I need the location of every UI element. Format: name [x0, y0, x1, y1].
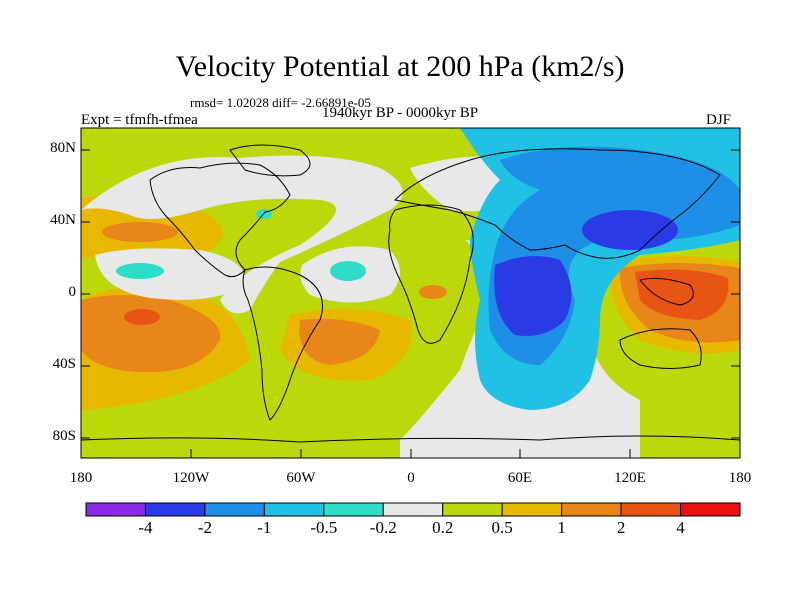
y-label-40n: 40N — [50, 212, 76, 228]
contour-fill-africa-orange — [419, 285, 447, 299]
colorbar-label-0: -4 — [138, 518, 153, 537]
coast-greenland — [229, 144, 311, 177]
y-label-40s: 40S — [52, 356, 76, 372]
coast-africa — [388, 204, 474, 344]
x-label-60w: 60W — [286, 470, 316, 486]
colorbar-swatch-7 — [501, 502, 563, 517]
colorbar-label-2: -1 — [257, 518, 272, 537]
colorbar-swatch-8 — [561, 502, 622, 517]
colorbar-swatch-9 — [620, 502, 682, 517]
coast-eurasia — [393, 148, 721, 259]
colorbar-swatch-10 — [680, 502, 741, 517]
coast-antarctica — [81, 435, 740, 443]
x-label-180w: 180 — [69, 470, 93, 486]
colorbar-swatch-1 — [144, 502, 206, 517]
colorbar — [85, 502, 741, 517]
contour-fill-grey-north-atlantic — [81, 155, 403, 314]
coastlines — [81, 144, 740, 443]
colorbar-label-5: 0.2 — [432, 518, 454, 537]
experiment-label: Expt = tfmfh-tfmea — [81, 112, 198, 128]
stats-text: rmsd= 1.02028 diff= -2.66891e-05 — [190, 95, 371, 110]
season-label: DJF — [706, 112, 732, 128]
colorbar-swatch-4 — [323, 502, 384, 517]
contour-fill-teal-atlantic — [330, 261, 366, 281]
contour-field — [81, 128, 740, 458]
coast-australia — [619, 328, 702, 369]
contour-fill-teal-ep — [116, 263, 164, 279]
plot-title: Velocity Potential at 200 hPa (km2/s) — [175, 50, 625, 83]
colorbar-label-1: -2 — [197, 518, 212, 537]
coast-north-america — [149, 162, 291, 278]
colorbar-swatch-6 — [442, 502, 503, 517]
colorbar-label-8: 2 — [616, 518, 626, 537]
colorbar-swatch-5 — [382, 502, 444, 517]
x-label-120w: 120W — [172, 470, 210, 486]
y-label-0: 0 — [68, 284, 77, 300]
y-label-80s: 80S — [52, 428, 76, 444]
contour-fill-grey-ep — [95, 248, 246, 300]
colorbar-swatch-2 — [204, 502, 265, 517]
x-ticks — [80, 449, 741, 458]
contour-fill-blue-core-io — [494, 256, 572, 336]
contour-fill-sw-pacific-orange — [81, 295, 221, 373]
contour-fill-np-orange — [102, 222, 178, 242]
contour-fill-sw-pacific-red — [124, 309, 160, 325]
colorbar-label-6: 0.5 — [491, 518, 513, 537]
contour-fill-sa-orange — [299, 318, 380, 365]
colorbar-label-4: -0.2 — [369, 518, 397, 537]
contour-fill-wp-red — [635, 269, 729, 320]
period-label: 1940kyr BP - 0000kyr BP — [322, 105, 479, 121]
x-label-0: 0 — [407, 470, 415, 486]
y-ticks — [81, 149, 740, 439]
contour-fill-blue-core-ne — [582, 210, 678, 250]
x-label-180e: 180 — [728, 470, 752, 486]
colorbar-label-9: 4 — [676, 518, 685, 537]
colorbar-swatch-3 — [263, 502, 325, 517]
y-label-80n: 80N — [50, 140, 76, 156]
x-label-120e: 120E — [614, 470, 646, 486]
colorbar-label-3: -0.5 — [310, 518, 338, 537]
coast-maritime-continent — [639, 277, 694, 306]
colorbar-swatch-0 — [85, 502, 146, 517]
colorbar-label-7: 1 — [557, 518, 566, 537]
x-label-60e: 60E — [507, 470, 533, 486]
coast-south-america — [242, 266, 323, 421]
